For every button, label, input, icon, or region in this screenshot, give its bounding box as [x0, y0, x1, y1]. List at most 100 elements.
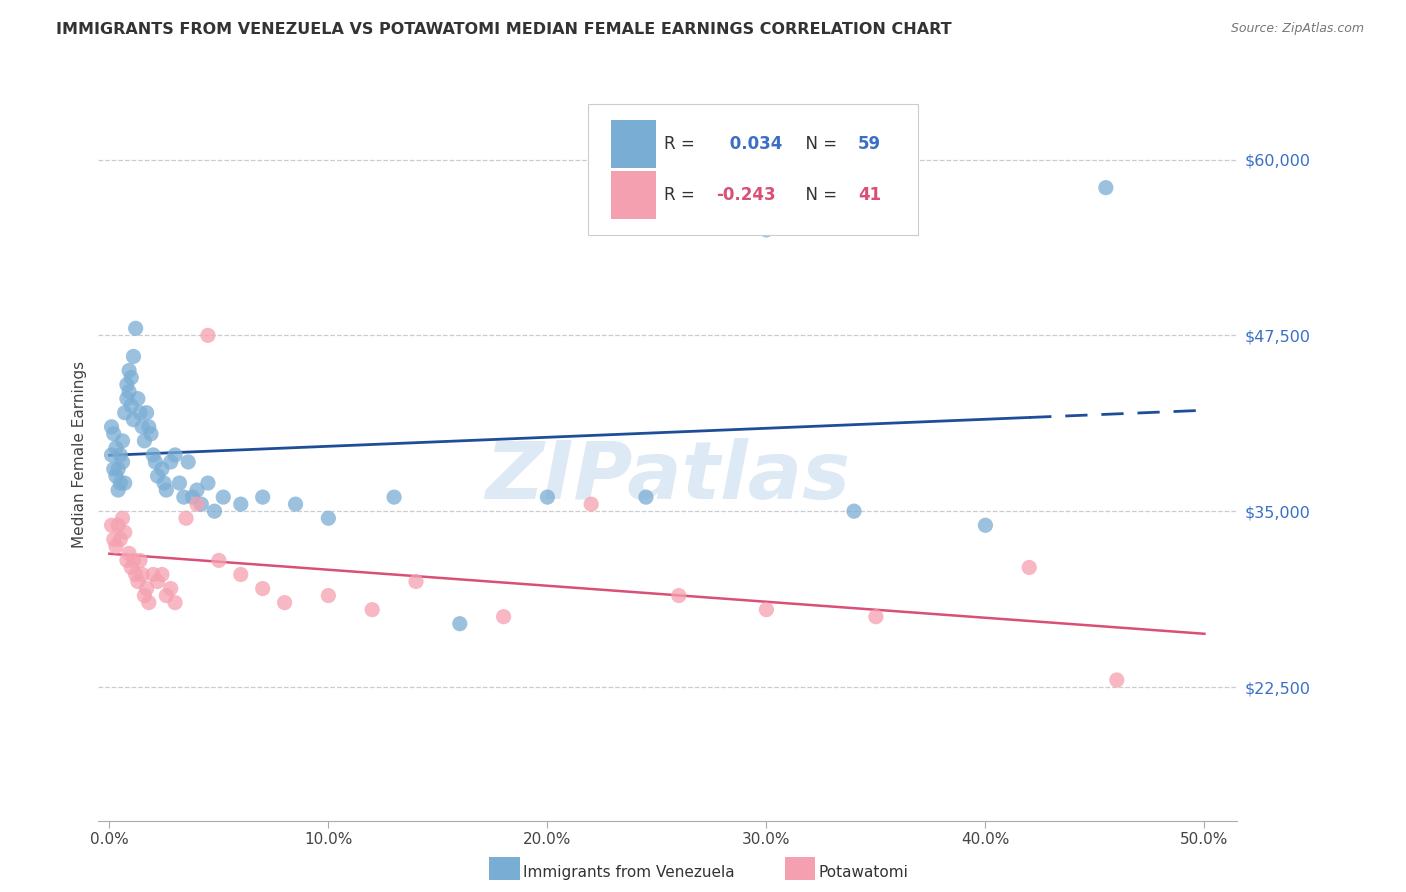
Point [155, 589, 177, 603]
Point [150, 462, 173, 476]
Point [107, 483, 129, 497]
Point [142, 448, 165, 462]
Point [190, 497, 212, 511]
Point [135, 406, 157, 420]
Point [153, 476, 176, 491]
Point [177, 455, 200, 469]
Text: 41: 41 [858, 186, 882, 204]
Point [100, 518, 122, 533]
Y-axis label: Median Female Earnings: Median Female Earnings [72, 361, 87, 549]
Point [318, 589, 340, 603]
Point [146, 574, 169, 589]
Point [118, 363, 141, 377]
Point [110, 533, 132, 547]
Point [186, 483, 208, 497]
Point [361, 602, 384, 616]
Point [115, 553, 138, 567]
Point [120, 560, 142, 574]
Point [159, 455, 181, 469]
Point [1105, 673, 1128, 687]
Text: Immigrants from Venezuela: Immigrants from Venezuela [523, 865, 735, 880]
Point [111, 434, 134, 448]
Point [842, 504, 865, 518]
Point [159, 582, 181, 596]
Point [181, 490, 204, 504]
Point [204, 504, 226, 518]
Point [131, 419, 153, 434]
Point [382, 490, 405, 504]
Point [229, 497, 252, 511]
Text: R =: R = [665, 135, 700, 153]
Point [318, 511, 340, 525]
Point [107, 462, 129, 476]
Point [492, 609, 515, 624]
Point [122, 413, 145, 427]
Point [405, 574, 427, 589]
Point [134, 434, 156, 448]
Point [1095, 180, 1118, 194]
Text: ZIPatlas: ZIPatlas [485, 438, 851, 516]
Text: 0.034: 0.034 [724, 135, 782, 153]
Point [118, 546, 141, 560]
Point [174, 511, 197, 525]
Text: N =: N = [796, 135, 842, 153]
Point [155, 483, 177, 497]
Point [579, 497, 602, 511]
Point [197, 476, 219, 491]
Point [127, 392, 149, 406]
FancyBboxPatch shape [588, 103, 918, 235]
Point [104, 539, 127, 553]
Point [111, 455, 134, 469]
Point [229, 567, 252, 582]
Point [1018, 560, 1040, 574]
Point [536, 490, 558, 504]
Point [135, 582, 157, 596]
Point [115, 377, 138, 392]
Point [122, 553, 145, 567]
Point [129, 406, 152, 420]
Point [100, 448, 122, 462]
Point [150, 567, 173, 582]
Point [120, 370, 142, 384]
Point [114, 406, 136, 420]
Point [138, 419, 160, 434]
Point [110, 476, 132, 491]
Point [284, 497, 307, 511]
Point [634, 490, 657, 504]
Point [974, 518, 997, 533]
Point [865, 609, 887, 624]
Point [104, 441, 127, 455]
Point [103, 462, 125, 476]
Point [114, 476, 136, 491]
Point [139, 426, 162, 441]
Point [146, 469, 169, 483]
Point [127, 574, 149, 589]
Point [208, 553, 231, 567]
Point [103, 533, 125, 547]
Point [165, 596, 187, 610]
Point [668, 589, 690, 603]
Point [165, 448, 187, 462]
Text: N =: N = [796, 186, 842, 204]
Text: IMMIGRANTS FROM VENEZUELA VS POTAWATOMI MEDIAN FEMALE EARNINGS CORRELATION CHART: IMMIGRANTS FROM VENEZUELA VS POTAWATOMI … [56, 22, 952, 37]
Point [134, 589, 156, 603]
Point [449, 616, 471, 631]
Point [145, 455, 167, 469]
Point [118, 384, 141, 399]
Point [100, 419, 122, 434]
Point [103, 426, 125, 441]
Point [273, 596, 295, 610]
Text: Potawatomi: Potawatomi [818, 865, 908, 880]
Point [252, 582, 274, 596]
Point [111, 511, 134, 525]
Point [110, 448, 132, 462]
Point [107, 518, 129, 533]
Point [142, 567, 165, 582]
Text: R =: R = [665, 186, 700, 204]
Point [131, 567, 153, 582]
Point [755, 223, 778, 237]
Point [124, 567, 146, 582]
Point [124, 321, 146, 335]
Text: -0.243: -0.243 [716, 186, 775, 204]
Point [138, 596, 160, 610]
